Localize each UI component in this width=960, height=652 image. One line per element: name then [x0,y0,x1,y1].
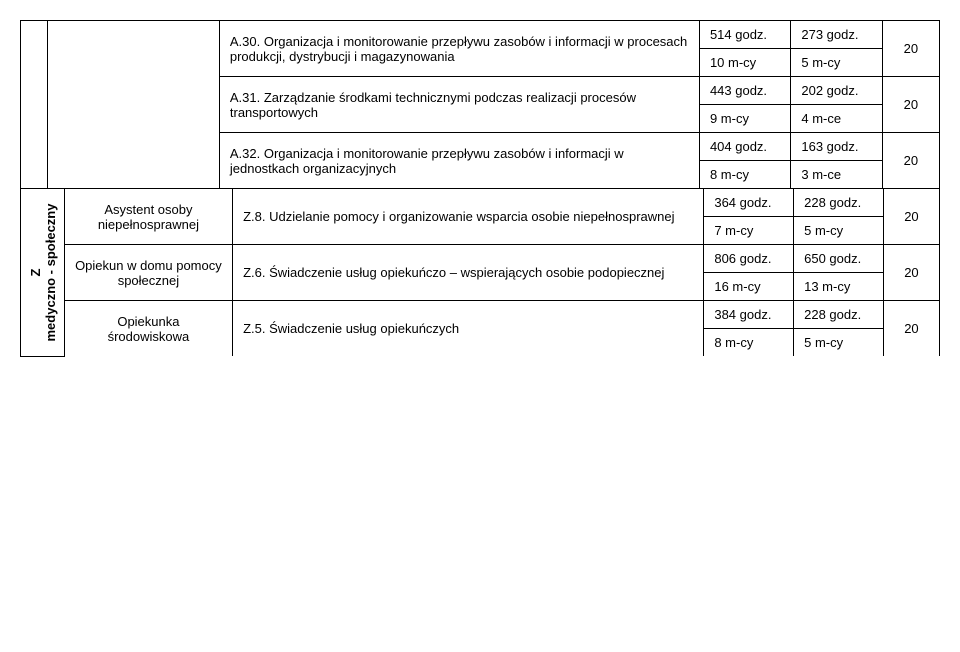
desc: Świadczenie usług opiekuńczo – wspierają… [269,265,664,280]
desc-cell: Z.8. Udzielanie pomocy i organizowanie w… [233,189,704,245]
code: Z.8. [243,209,265,224]
code: Z.6. [243,265,265,280]
section-name: medyczno - społeczny [42,203,57,341]
main-table: A.30. Organizacja i monitorowanie przepł… [20,20,940,189]
desc: Organizacja i monitorowanie przepływu za… [230,34,687,64]
code: A.32. [230,146,260,161]
hours-1: 364 godz. [704,189,794,217]
role-cell [48,21,219,189]
table-row: Opiekunka środowiskowa Z.5. Świadczenie … [21,301,940,329]
code: A.30. [230,34,260,49]
role-cell: Opiekun w domu pomocy społecznej [64,245,232,301]
table-row: Opiekun w domu pomocy społecznej Z.6. Św… [21,245,940,273]
months-1: 16 m-cy [704,273,794,301]
qty: 20 [883,245,939,301]
months-1: 10 m-cy [699,49,790,77]
desc-cell: A.30. Organizacja i monitorowanie przepł… [219,21,699,77]
qty: 20 [882,21,939,77]
section-vertical-label: Z medyczno - społeczny [21,189,65,357]
hours-2: 273 godz. [791,21,882,49]
months-2: 5 m-cy [794,329,884,357]
spacer-col-1 [21,21,48,189]
months-2: 4 m-ce [791,105,882,133]
hours-1: 806 godz. [704,245,794,273]
months-2: 5 m-cy [791,49,882,77]
desc-cell: Z.5. Świadczenie usług opiekuńczych [233,301,704,357]
months-2: 3 m-ce [791,161,882,189]
qty: 20 [883,189,939,245]
desc-cell: A.32. Organizacja i monitorowanie przepł… [219,133,699,189]
desc: Świadczenie usług opiekuńczych [269,321,459,336]
months-1: 9 m-cy [699,105,790,133]
table-row: A.30. Organizacja i monitorowanie przepł… [21,21,940,49]
role-cell: Opiekunka środowiskowa [64,301,232,357]
hours-2: 228 godz. [794,189,884,217]
months-2: 13 m-cy [794,273,884,301]
qty: 20 [883,301,939,357]
desc-cell: Z.6. Świadczenie usług opiekuńczo – wspi… [233,245,704,301]
months-1: 7 m-cy [704,217,794,245]
desc: Udzielanie pomocy i organizowanie wsparc… [269,209,674,224]
role-cell: Asystent osoby niepełnosprawnej [64,189,232,245]
table-row: Z medyczno - społeczny Asystent osoby ni… [21,189,940,217]
months-1: 8 m-cy [704,329,794,357]
desc: Organizacja i monitorowanie przepływu za… [230,146,624,176]
hours-1: 514 godz. [699,21,790,49]
hours-1: 404 godz. [699,133,790,161]
hours-1: 384 godz. [704,301,794,329]
hours-2: 650 godz. [794,245,884,273]
desc: Zarządzanie środkami technicznymi podcza… [230,90,636,120]
code: A.31. [230,90,260,105]
lower-table: Z medyczno - społeczny Asystent osoby ni… [20,188,940,357]
hours-1: 443 godz. [699,77,790,105]
hours-2: 163 godz. [791,133,882,161]
hours-2: 228 godz. [794,301,884,329]
months-1: 8 m-cy [699,161,790,189]
desc-cell: A.31. Zarządzanie środkami technicznymi … [219,77,699,133]
hours-2: 202 godz. [791,77,882,105]
qty: 20 [882,77,939,133]
section-letter: Z [27,268,42,276]
qty: 20 [882,133,939,189]
months-2: 5 m-cy [794,217,884,245]
curriculum-table-page: A.30. Organizacja i monitorowanie przepł… [20,20,940,357]
code: Z.5. [243,321,265,336]
